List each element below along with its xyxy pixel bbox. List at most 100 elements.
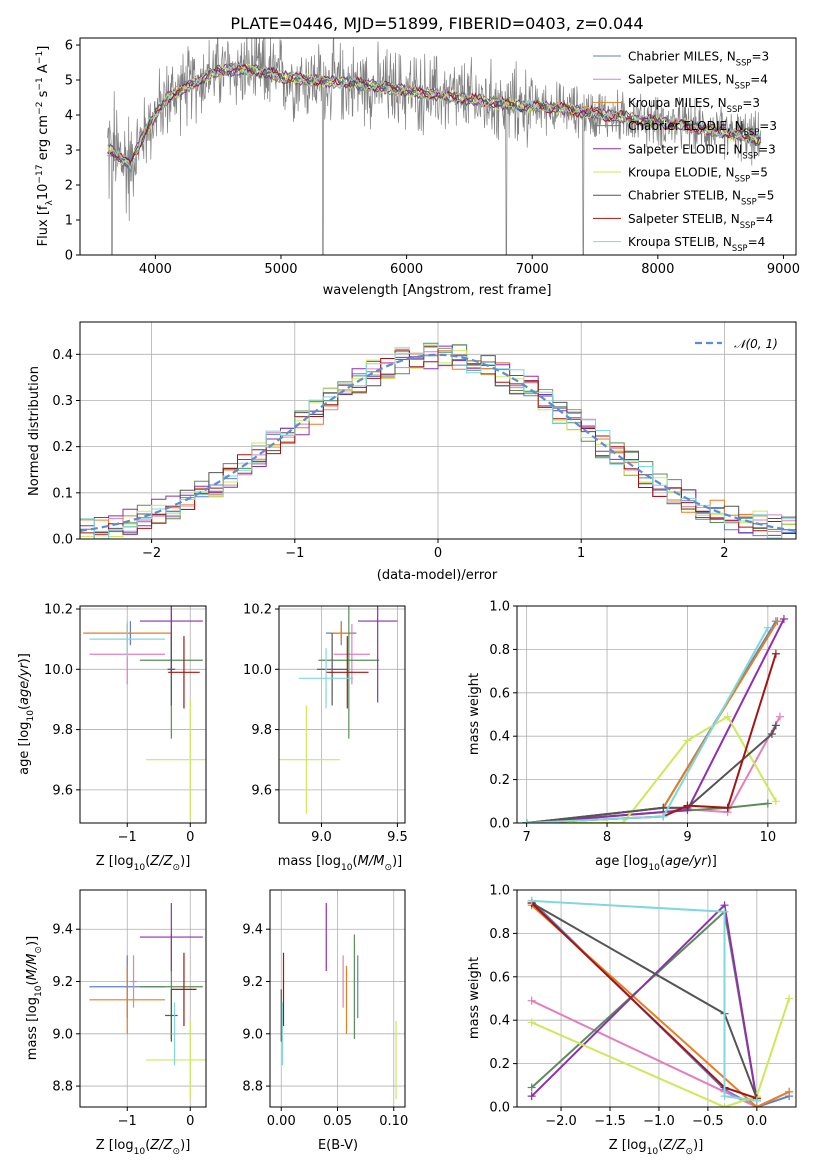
model-line (107, 62, 761, 171)
x-tick-label: 2 (720, 546, 728, 561)
y-tick-label: 0.2 (489, 773, 510, 788)
data-point (763, 623, 772, 632)
legend-label: Salpeter ELODIE, NSSP=3 (628, 142, 776, 160)
y-tick-label: 0.0 (489, 817, 510, 832)
x-axis-label: (data-model)/error (377, 568, 498, 583)
data-point (773, 617, 782, 626)
data-point (771, 649, 780, 658)
y-tick-label: 0.3 (52, 394, 73, 409)
y-tick-label: 1.0 (489, 884, 510, 899)
x-tick-label: 5000 (264, 262, 297, 277)
normal-curve (80, 353, 796, 532)
y-tick-label: 0 (65, 249, 73, 264)
y-tick-label: 9.6 (251, 783, 272, 798)
x-tick-label: −1.5 (594, 1114, 626, 1129)
x-tick-label: 9.0 (311, 830, 332, 845)
x-axis-label: Z [log10(Z/Z⊙)] (96, 1138, 191, 1157)
x-tick-label: 0.0 (746, 1114, 767, 1129)
errorbar-point (279, 705, 340, 814)
y-tick-label: 9.2 (242, 975, 263, 990)
series-line (526, 620, 779, 823)
plot-area (107, 38, 762, 255)
axes-mass-vs-ebv: 0.00 0.05 0.10 8.8 9.0 9.2 9.4 (242, 889, 408, 1129)
data-point (752, 1096, 761, 1105)
y-tick-label: 4 (65, 109, 73, 124)
axes-residuals: −2 −1 0 1 2 0.0 0.1 0.2 0.3 0.4 (52, 321, 797, 561)
x-tick-label: −2 (142, 546, 161, 561)
x-tick-label: 10 (760, 830, 777, 845)
series-line (531, 899, 757, 1102)
data-point (527, 896, 536, 905)
errorbar-point (89, 965, 166, 1034)
errorbar-point (171, 952, 197, 1026)
y-tick-label: 3 (65, 144, 73, 159)
series-line (531, 900, 790, 1107)
chart-title: PLATE=0446, MJD=51899, FIBERID=0403, z=0… (230, 14, 643, 33)
data-point (720, 1092, 729, 1101)
y-tick-label: 0.2 (489, 1057, 510, 1072)
errorbar-point (139, 903, 203, 972)
y-tick-label: 1.0 (489, 600, 510, 615)
plot-area (527, 896, 794, 1107)
y-tick-label: 8.8 (242, 1080, 263, 1095)
data-point (683, 736, 692, 745)
x-tick-label: 7000 (516, 262, 549, 277)
y-tick-label: 9.4 (52, 923, 73, 938)
data-point (720, 907, 729, 916)
data-point (785, 1087, 794, 1096)
data-point (771, 797, 780, 806)
y-tick-label: 0.0 (52, 533, 73, 548)
axes-spectrum: 4000 5000 6000 7000 8000 9000 0 1 2 3 4 5 6 (65, 37, 800, 277)
plot-area (80, 342, 796, 539)
y-tick-label: 10.2 (44, 603, 73, 618)
legend-label: Kroupa MILES, NSSP=3 (628, 96, 760, 114)
data-point (527, 996, 536, 1005)
x-tick-label: 8 (603, 830, 611, 845)
series-line (531, 998, 791, 1107)
y-tick-label: 0.6 (489, 970, 510, 985)
model-line (107, 63, 761, 162)
errorbar-point (316, 633, 348, 706)
x-tick-label: −1.0 (643, 1114, 675, 1129)
data-point (527, 1018, 536, 1027)
legend-label: Salpeter STELIB, NSSP=4 (628, 212, 773, 230)
legend-label: Kroupa STELIB, NSSP=4 (628, 235, 765, 253)
series-line (531, 902, 758, 1099)
y-tick-label: 10.0 (44, 663, 73, 678)
axes-frame (79, 37, 797, 256)
y-tick-label: 0.4 (52, 348, 73, 363)
data-point (659, 803, 668, 812)
data-point (527, 1083, 536, 1092)
axes-mass-weight-vs-age: 7 8 9 10 0.0 0.2 0.4 0.6 0.8 1.0 (489, 600, 797, 845)
y-tick-label: 9.8 (251, 723, 272, 738)
y-tick-label: 9.2 (52, 975, 73, 990)
x-tick-label: −2.0 (545, 1114, 577, 1129)
x-tick-label: 0 (186, 830, 194, 845)
y-tick-label: 0.1 (52, 486, 73, 501)
x-tick-label: 4000 (139, 262, 172, 277)
axes-frame (79, 889, 207, 1108)
x-tick-label: 9 (683, 830, 691, 845)
y-tick-label: 6 (65, 39, 73, 54)
errorbar-point (171, 1002, 178, 1066)
y-axis-label: mass weight (467, 673, 482, 755)
y-tick-label: 10.2 (243, 603, 272, 618)
y-tick-label: 9.4 (242, 923, 263, 938)
errorbar-point (298, 648, 354, 709)
data-point (723, 712, 732, 721)
axes-frame (79, 605, 207, 824)
x-tick-label: 0.00 (267, 1114, 296, 1129)
errorbar-point (89, 621, 166, 658)
y-tick-label: 0.4 (489, 730, 510, 745)
legend-label: Kroupa ELODIE, NSSP=5 (628, 166, 768, 184)
x-tick-label: 0 (186, 1114, 194, 1129)
legend: Chabrier MILES, NSSP=3 Salpeter MILES, NS… (593, 50, 777, 253)
y-tick-label: 9.6 (52, 783, 73, 798)
x-axis-label: age [log10(age/yr)] (595, 854, 717, 873)
x-axis-label: mass [log10(M/M⊙)] (278, 854, 402, 873)
model-line (107, 63, 761, 168)
x-tick-label: 8000 (641, 262, 674, 277)
x-tick-label: 0.05 (323, 1114, 352, 1129)
data-point (522, 819, 531, 823)
